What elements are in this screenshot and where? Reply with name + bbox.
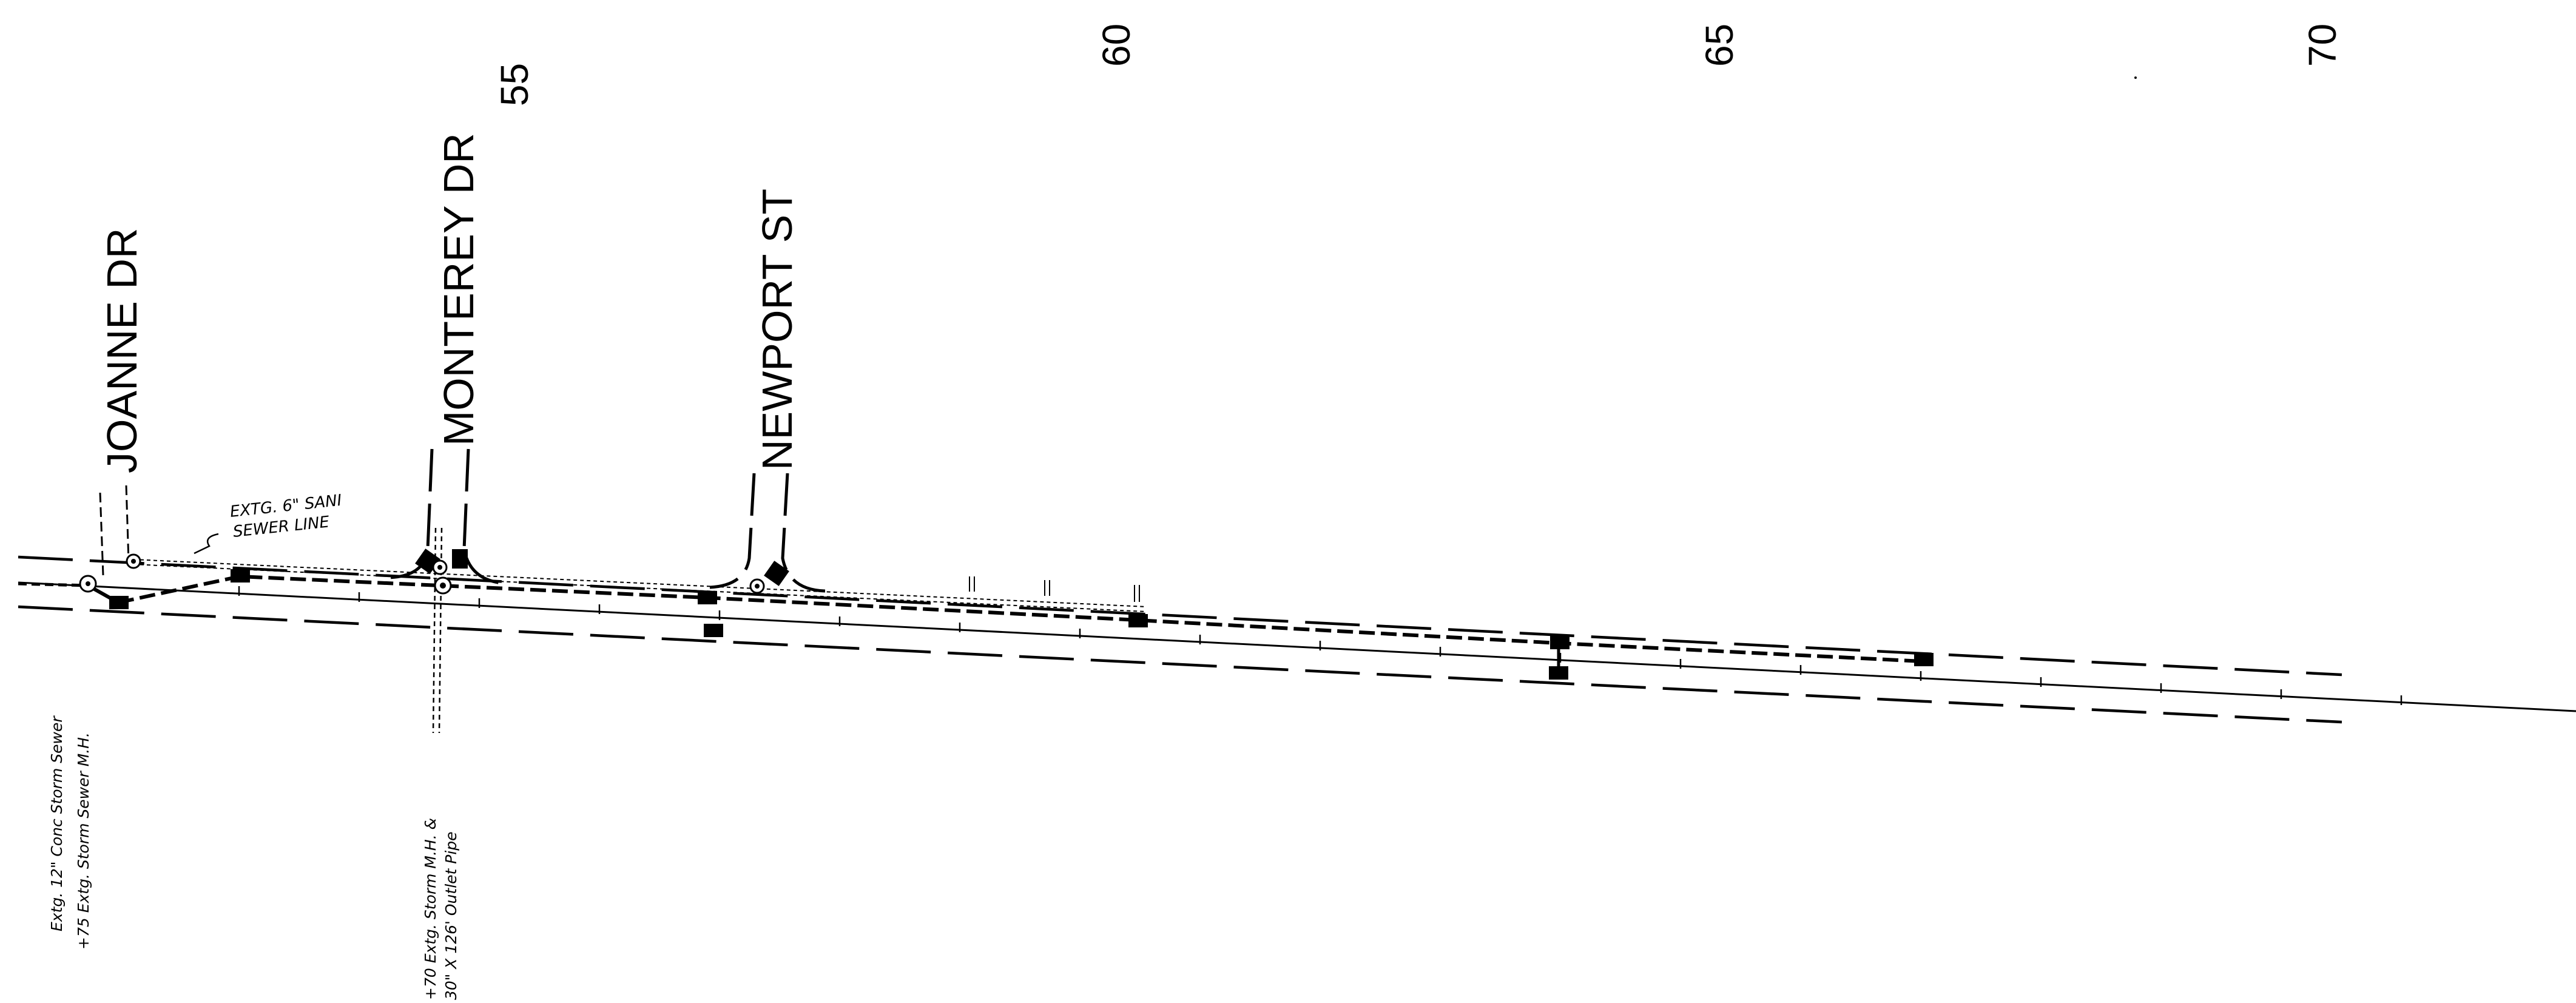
row-line-upper [18, 557, 2342, 675]
storm-sewer-line [118, 576, 1923, 661]
catch-basin [704, 624, 723, 637]
catch-basin [231, 569, 250, 583]
catch-basin [1128, 614, 1148, 627]
station-label-60: 60 [1094, 24, 1138, 67]
newport-street-edge-left [710, 473, 754, 587]
catch-basin [452, 549, 468, 569]
newport-street-edge-right [783, 473, 825, 591]
mid-note-line-1: +70 Extg. Storm M.H. & [422, 818, 439, 1000]
left-note-line-2: +75 Extg. Storm Sewer M.H. [75, 732, 92, 950]
street-label-joanne: JOANNE DR [98, 228, 146, 473]
stray-mark [2134, 76, 2137, 79]
mid-note-line-2: 30" X 126' Outlet Pipe [442, 831, 460, 1000]
catch-basin [1914, 653, 1934, 666]
street-label-monterey: MONTEREY DR [435, 133, 482, 446]
station-label-65: 65 [1698, 24, 1741, 67]
street-label-newport: NEWPORT ST [754, 189, 801, 470]
sanitary-sewer-line-a [133, 559, 1147, 607]
road-centerline [18, 583, 2576, 711]
station-label-55: 55 [493, 63, 536, 106]
catch-basin [1550, 636, 1570, 649]
station-ticks [239, 586, 2401, 705]
monterey-street-edge-right [464, 449, 510, 584]
sanitary-note-leader [194, 534, 218, 553]
station-label-70: 70 [2301, 24, 2344, 67]
row-line-lower [18, 607, 2342, 722]
left-note-line-1: Extg. 12" Conc Storm Sewer [48, 715, 66, 931]
catch-basin [109, 596, 129, 609]
joanne-street-edge-left [100, 493, 103, 575]
existing-storm-sewer-dash [18, 584, 88, 586]
service-markers [969, 576, 1139, 602]
joanne-street-edge-right [126, 485, 129, 561]
catch-basin [1549, 666, 1568, 680]
catch-basin [698, 591, 717, 604]
